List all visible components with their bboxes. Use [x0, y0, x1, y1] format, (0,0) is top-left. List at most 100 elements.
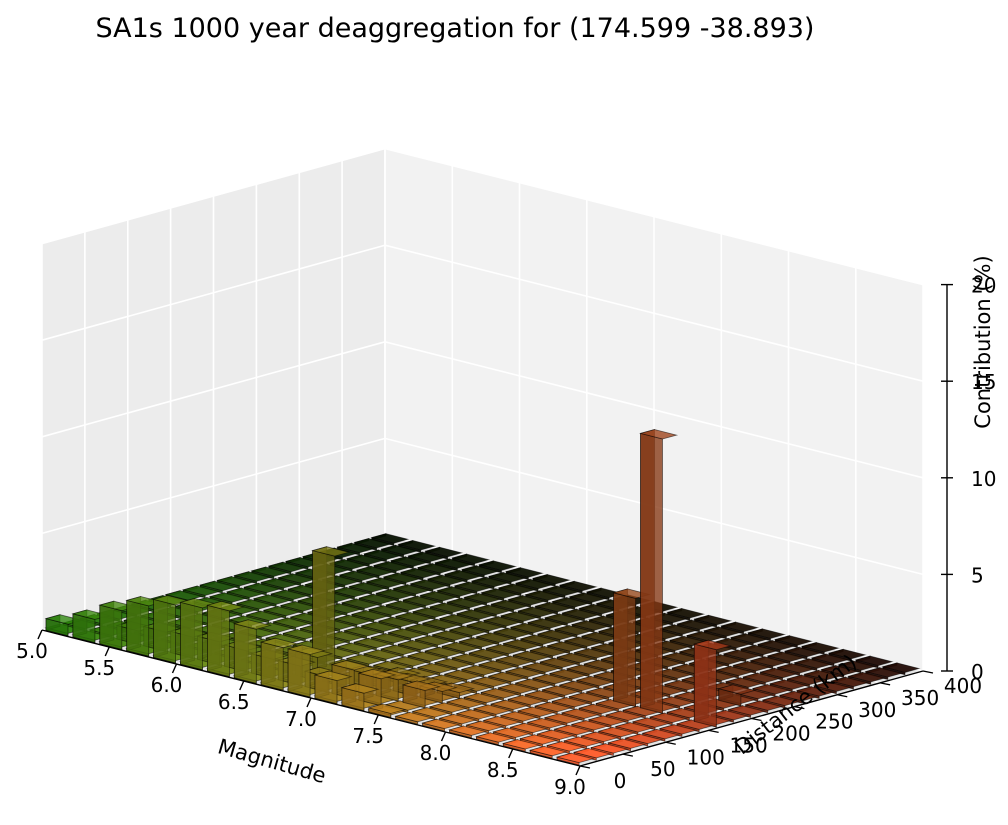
bar: [367, 703, 407, 718]
x-axis-label: Magnitude: [215, 734, 329, 788]
floor-cell: [394, 711, 434, 725]
floor-cell: [749, 656, 789, 670]
z-tick-label: 15: [971, 370, 996, 394]
floor-cell: [225, 587, 265, 601]
floor-cell: [575, 675, 615, 689]
x-tick: [171, 663, 178, 674]
bar: [259, 637, 299, 691]
bar: [152, 594, 192, 664]
y-tick: [794, 705, 805, 710]
y-tick-label: 100: [687, 745, 725, 769]
floor-cell: [353, 537, 393, 551]
floor-cell: [739, 644, 779, 658]
x-tick-label: 7.0: [285, 707, 317, 731]
z-tick-label: 0: [971, 660, 984, 684]
x-tick: [508, 748, 514, 759]
floor-cell: [572, 747, 612, 761]
z-gridline: [41, 147, 924, 286]
floor-cell: [470, 676, 510, 690]
floor-cell: [837, 660, 877, 674]
floor-cell: [570, 720, 610, 733]
x-tick-label: 6.0: [151, 673, 183, 697]
floor-cell: [543, 613, 583, 627]
floor-cell: [648, 712, 688, 726]
y-tick-label: 200: [772, 722, 810, 746]
y-tick: [922, 670, 934, 674]
floor-cell: [746, 628, 787, 642]
x-tick-label: 8.0: [420, 741, 452, 765]
y-tick: [622, 753, 634, 757]
bar: [178, 597, 219, 671]
z-tick-label: 10: [971, 467, 996, 491]
floor-cell: [501, 739, 541, 752]
y-tick-label: 350: [901, 686, 939, 710]
bar: [692, 639, 732, 728]
y-tick-label: 50: [650, 757, 675, 781]
floor-cell: [881, 662, 921, 676]
bar: [232, 619, 272, 684]
floor-cell: [555, 752, 595, 766]
floor-cell: [482, 715, 522, 729]
floor-cell: [333, 614, 373, 628]
floor-cell: [455, 709, 495, 723]
x-tick: [575, 765, 581, 776]
bar: [125, 595, 165, 657]
floor-cell: [518, 734, 559, 748]
y-tick: [579, 765, 591, 769]
x-tick-label: 5.5: [83, 656, 115, 680]
axes: 5.05.56.06.57.07.58.08.59.0 0 50 100 150 200 2…: [16, 274, 996, 799]
x-tick: [440, 731, 447, 742]
floor-cell: [372, 561, 412, 574]
bar: [205, 600, 246, 678]
y-tick-label: 300: [858, 698, 896, 722]
z-tick-label: 20: [971, 274, 996, 298]
bar: [311, 546, 351, 677]
floor-cell: [587, 715, 627, 729]
x-tick-label: 9.0: [554, 775, 586, 799]
x-tick: [104, 646, 110, 657]
y-tick: [665, 741, 676, 745]
floor-cell: [534, 601, 574, 615]
y-tick-label: 150: [730, 733, 768, 757]
x-tick: [306, 697, 312, 708]
y-tick: [837, 694, 848, 698]
bar: [313, 670, 353, 705]
bar: [401, 680, 441, 709]
floor-cell: [443, 669, 483, 683]
y-tick-label: 400: [944, 674, 982, 698]
floor-cell: [631, 717, 671, 731]
floor-cell: [820, 665, 860, 678]
chart-title: SA1s 1000 year deaggregation for (174.59…: [96, 13, 815, 44]
floor-cell: [803, 669, 843, 683]
floor-cell: [447, 725, 488, 739]
floor-cell: [416, 563, 456, 576]
y-tick-label: 250: [815, 710, 853, 734]
z-tick-label: 5: [971, 563, 984, 587]
y-tick: [708, 729, 719, 734]
x-tick: [373, 714, 379, 725]
x-tick: [239, 680, 245, 691]
x-tick-label: 8.5: [487, 758, 519, 782]
z-axis-label: Contribution (%): [971, 255, 995, 428]
bars: [44, 428, 757, 728]
bar: [638, 428, 679, 714]
bar: [340, 683, 380, 712]
floor-cell: [470, 576, 510, 590]
floor-cell: [338, 570, 378, 584]
floor-cell: [462, 692, 502, 706]
x-tick-label: 5.0: [16, 639, 48, 663]
bar: [286, 644, 326, 698]
floor-cell: [382, 572, 422, 586]
y-tick: [751, 717, 762, 722]
floor-cell: [215, 575, 256, 589]
bar: [717, 684, 757, 707]
floor-cell: [421, 718, 461, 732]
x-tick-label: 7.5: [352, 724, 384, 748]
floor-cell: [269, 589, 309, 603]
z-gridline: [41, 244, 924, 382]
y-tick-label: 0: [614, 769, 627, 793]
x-tick: [37, 629, 43, 640]
floor-cell: [528, 745, 568, 759]
